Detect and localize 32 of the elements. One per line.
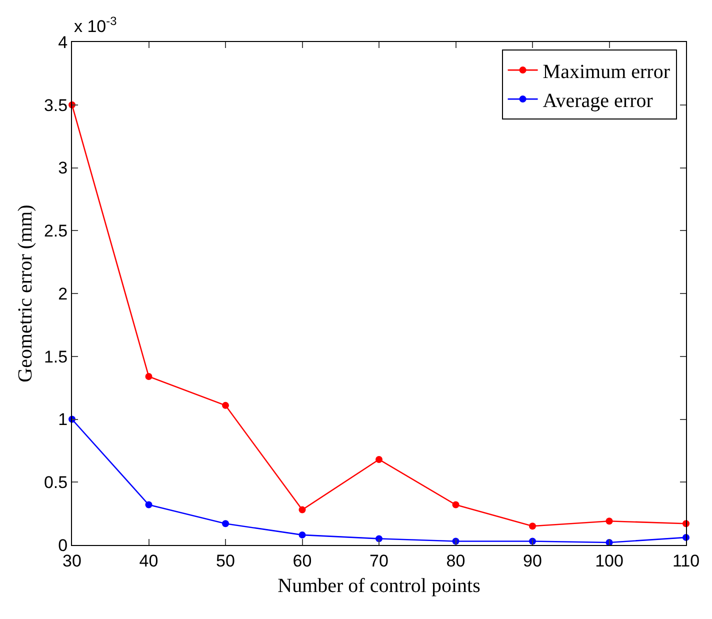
point	[452, 501, 460, 508]
point	[529, 522, 536, 530]
y-tick-label: 4	[58, 32, 68, 52]
x-tick-label: 70	[370, 551, 388, 570]
y-tick-label: 3.5	[44, 96, 68, 115]
y-tick-label: 1	[58, 410, 68, 430]
x-tick-label: 50	[216, 551, 235, 570]
y-tick-label: 0.5	[44, 473, 68, 492]
y-tick-label: 3	[58, 158, 68, 178]
x-tick-label: 100	[595, 551, 624, 570]
y-tick-label: 2.5	[44, 222, 68, 241]
point	[606, 518, 613, 525]
y-axis-title: Geometric error (mm)	[14, 204, 36, 382]
point	[222, 520, 229, 528]
x-axis-title: Number of control points	[278, 574, 481, 597]
y-tick-label: 2	[58, 284, 68, 304]
point	[298, 506, 306, 514]
point	[376, 535, 382, 542]
y-tick-label: 1.5	[44, 347, 68, 366]
legend-label: Maximum error	[542, 60, 670, 83]
text: x 10$^{-3}$	[74, 14, 118, 36]
legend-label: Average error	[542, 90, 654, 112]
x-tick-label: 110	[672, 551, 700, 570]
x-tick-label: 60	[292, 551, 312, 570]
x-tick-label: 90	[523, 551, 542, 570]
point	[298, 531, 306, 538]
point	[222, 402, 229, 409]
x-tick-label: 80	[446, 551, 466, 570]
point	[145, 373, 152, 380]
x-tick-label: 40	[139, 551, 158, 570]
point	[376, 456, 382, 463]
point	[145, 501, 152, 508]
